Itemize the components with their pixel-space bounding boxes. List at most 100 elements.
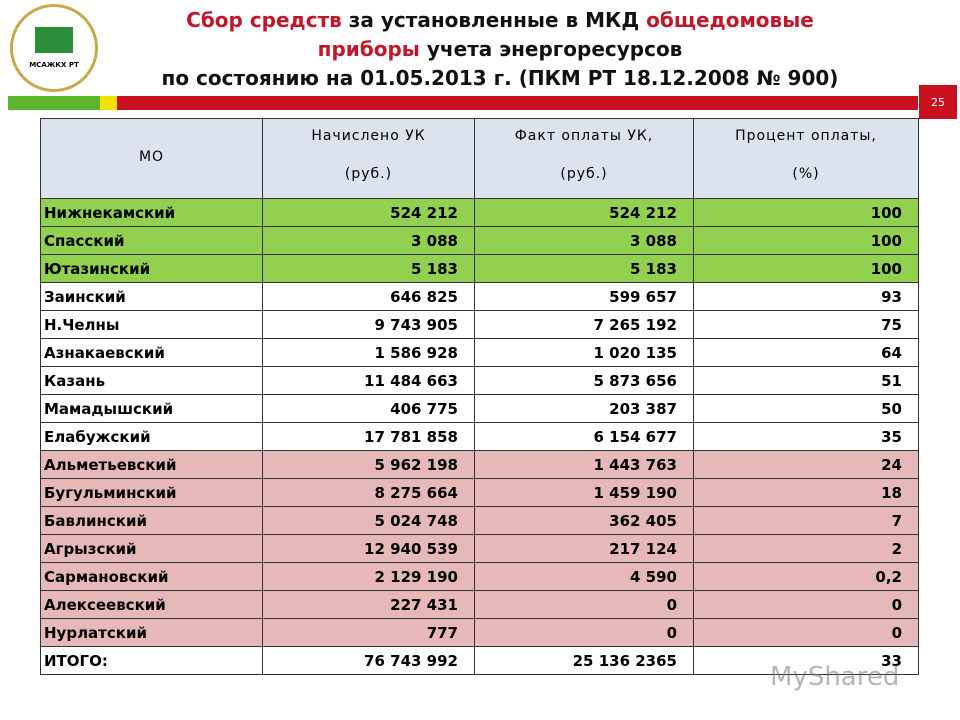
table-row: Ютазинский 5 183 5 183 100 [40, 254, 919, 283]
title-line: Сбор средств за установленные в МКД обще… [120, 6, 880, 35]
table-row: Казань 11 484 663 5 873 656 51 [40, 366, 919, 395]
table-row: Заинский 646 825 599 657 93 [40, 282, 919, 311]
table-cell: 18 [693, 478, 919, 507]
table-row: Сармановский 2 129 190 4 590 0,2 [40, 562, 919, 591]
table-cell: Бавлинский [40, 506, 263, 535]
table-cell: 0,2 [693, 562, 919, 591]
table-cell: 25 136 2365 [474, 646, 694, 675]
header-cell: Процент оплаты, (%) [693, 118, 919, 199]
data-table: МО Начислено УК (руб.) Факт оплаты УК, (руб.… [40, 118, 919, 675]
table-cell: Алексеевский [40, 590, 263, 619]
table-row: Алексеевский 227 431 0 0 [40, 590, 919, 619]
table-cell: 7 265 192 [474, 310, 694, 339]
table-cell: Нурлатский [40, 618, 263, 647]
table-cell: Ютазинский [40, 254, 263, 283]
table-cell: 64 [693, 338, 919, 367]
table-cell: Агрызский [40, 534, 263, 563]
watermark: MyShared [770, 662, 900, 692]
header-text: Процент оплаты, [735, 128, 877, 144]
table-cell: 24 [693, 450, 919, 479]
table-cell: 75 [693, 310, 919, 339]
header-cell: МО [40, 118, 263, 199]
table-row: Елабужский 17 781 858 6 154 677 35 [40, 422, 919, 451]
table-cell: 524 212 [262, 198, 475, 227]
table-cell: 5 183 [262, 254, 475, 283]
table-cell: 1 443 763 [474, 450, 694, 479]
table-cell: 5 873 656 [474, 366, 694, 395]
title-part: Сбор средств [186, 8, 342, 32]
table-cell: Елабужский [40, 422, 263, 451]
table-cell: 17 781 858 [262, 422, 475, 451]
header-cell: Факт оплаты УК, (руб.) [474, 118, 694, 199]
table-cell: 217 124 [474, 534, 694, 563]
table-cell: 2 129 190 [262, 562, 475, 591]
header-text: Начислено УК [311, 128, 426, 144]
title-line: приборы учета энергоресурсов [120, 35, 880, 64]
title: Сбор средств за установленные в МКД обще… [120, 6, 880, 93]
table-cell: 33 [693, 646, 919, 675]
table-row: ИТОГО: 76 743 992 25 136 2365 33 [40, 646, 919, 675]
table-cell: 599 657 [474, 282, 694, 311]
table-cell: 1 459 190 [474, 478, 694, 507]
table-cell: 7 [693, 506, 919, 535]
table-cell: 100 [693, 226, 919, 255]
table-cell: 9 743 905 [262, 310, 475, 339]
header-cell: Начислено УК (руб.) [262, 118, 475, 199]
table-row: Нурлатский 777 0 0 [40, 618, 919, 647]
header-text: МО [138, 148, 165, 165]
table-cell: 203 387 [474, 394, 694, 423]
table-cell: 35 [693, 422, 919, 451]
title-line: по состоянию на 01.05.2013 г. (ПКМ РТ 18… [120, 64, 880, 93]
title-part: по состоянию на 01.05.2013 г. (ПКМ РТ 18… [161, 66, 839, 90]
header-text: (руб.) [560, 166, 608, 182]
table-cell: 5 024 748 [262, 506, 475, 535]
table-cell: Мамадышский [40, 394, 263, 423]
table-cell: Спасский [40, 226, 263, 255]
table-cell: 406 775 [262, 394, 475, 423]
table-cell: 0 [693, 590, 919, 619]
table-cell: Заинский [40, 282, 263, 311]
table-row: Нижнекамский 524 212 524 212 100 [40, 198, 919, 227]
table-cell: Н.Челны [40, 310, 263, 339]
table-cell: 76 743 992 [262, 646, 475, 675]
table-cell: 646 825 [262, 282, 475, 311]
table-cell: 524 212 [474, 198, 694, 227]
table-cell: 4 590 [474, 562, 694, 591]
table-row: Агрызский 12 940 539 217 124 2 [40, 534, 919, 563]
title-part: общедомовые [646, 8, 814, 32]
table-cell: Азнакаевский [40, 338, 263, 367]
table-cell: 50 [693, 394, 919, 423]
table-cell: 12 940 539 [262, 534, 475, 563]
table-cell: 6 154 677 [474, 422, 694, 451]
table-cell: 5 183 [474, 254, 694, 283]
title-part: за установленные в МКД [341, 8, 647, 32]
page-number: 25 [918, 84, 958, 120]
table-cell: 5 962 198 [262, 450, 475, 479]
table-cell: 3 088 [474, 226, 694, 255]
color-bar [8, 96, 918, 110]
header-row: МО Начислено УК (руб.) Факт оплаты УК, (руб.… [40, 118, 919, 199]
table-cell: 100 [693, 198, 919, 227]
header-text: Факт оплаты УК, [514, 128, 654, 144]
table-cell: 2 [693, 534, 919, 563]
table-cell: 11 484 663 [262, 366, 475, 395]
table-cell: 227 431 [262, 590, 475, 619]
table-cell: 3 088 [262, 226, 475, 255]
logo-text: МСАЖКХ РТ [29, 61, 79, 69]
table-cell: Сармановский [40, 562, 263, 591]
table-cell: 93 [693, 282, 919, 311]
table-row: Н.Челны 9 743 905 7 265 192 75 [40, 310, 919, 339]
table-cell: 0 [693, 618, 919, 647]
table-row: Бавлинский 5 024 748 362 405 7 [40, 506, 919, 535]
table-cell: ИТОГО: [40, 646, 263, 675]
table-row: Азнакаевский 1 586 928 1 020 135 64 [40, 338, 919, 367]
table-cell: 1 020 135 [474, 338, 694, 367]
table-cell: 0 [474, 618, 694, 647]
header-text: (руб.) [344, 166, 393, 182]
title-part: учета энергоресурсов [419, 37, 683, 61]
table-cell: 1 586 928 [262, 338, 475, 367]
table-cell: Нижнекамский [40, 198, 263, 227]
table-cell: 51 [693, 366, 919, 395]
table-cell: Бугульминский [40, 478, 263, 507]
